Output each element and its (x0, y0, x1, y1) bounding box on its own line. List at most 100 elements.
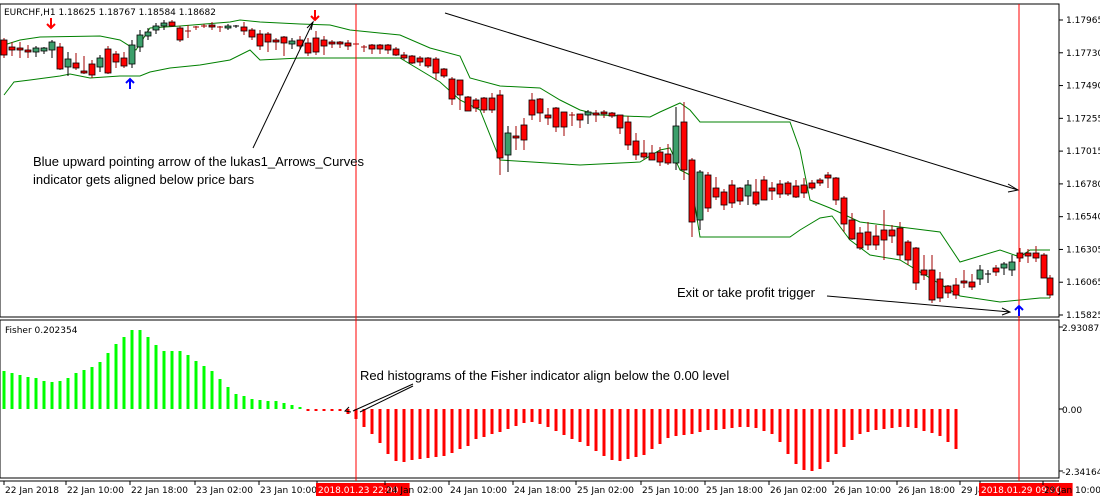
histogram-bar (818, 409, 822, 469)
candle (632, 133, 640, 160)
fisher-note: Red histograms of the Fisher indicator a… (360, 368, 729, 383)
fisher-panel[interactable] (0, 319, 1060, 479)
histogram-bar (882, 409, 886, 429)
histogram-bar (458, 409, 462, 449)
price-tick-label: 1.17965 (1066, 16, 1100, 26)
candle (936, 272, 944, 302)
histogram-bar (674, 409, 678, 436)
histogram-bar (146, 337, 150, 409)
histogram-bar (26, 377, 30, 409)
histogram-bar (794, 409, 798, 464)
candle (152, 23, 160, 34)
histogram-bar (466, 409, 470, 446)
histogram-bar (10, 373, 14, 409)
histogram-bar (906, 409, 910, 427)
candle (552, 107, 560, 132)
histogram-bar (2, 371, 6, 409)
histogram-bar (402, 409, 406, 462)
histogram-bar (626, 409, 630, 459)
histogram-bar (770, 409, 774, 434)
candle (336, 41, 344, 48)
price-tick-label: 1.16780 (1066, 180, 1100, 190)
histogram-bar (482, 409, 486, 437)
candle (176, 26, 184, 42)
histogram-bar (826, 409, 830, 462)
up-arrow-icon (1014, 304, 1024, 316)
histogram-bar (450, 409, 454, 453)
histogram-bar (218, 379, 222, 409)
histogram-bar (226, 387, 230, 409)
candle (464, 96, 472, 112)
candle (696, 170, 704, 230)
candle (728, 180, 736, 208)
time-tick-label: 25 Jan 10:00 (642, 486, 699, 496)
histogram-bar (90, 367, 94, 409)
histogram-bar (154, 345, 158, 409)
histogram-bar (594, 409, 598, 451)
candle (672, 107, 680, 170)
candle (912, 247, 920, 290)
histogram-bar (554, 409, 558, 431)
candle (520, 118, 528, 150)
candle (760, 176, 768, 201)
histogram-bar (474, 409, 478, 439)
histogram-bar (306, 409, 310, 411)
histogram-bar (498, 409, 502, 432)
histogram-bar (938, 409, 942, 436)
time-tick-label: 29 Jan (961, 486, 989, 496)
candle (904, 240, 912, 265)
histogram-bar (866, 409, 870, 432)
candle (600, 110, 608, 118)
lukas-curves-bands (3, 19, 1050, 303)
fisher-arrowhead-icon (343, 406, 352, 413)
candle (848, 213, 856, 240)
histogram-bar (18, 375, 22, 409)
time-tick-label: 29 Jan 10:00 (1044, 486, 1100, 496)
candle (280, 36, 288, 56)
candle (0, 38, 8, 58)
time-highlight (979, 483, 1073, 496)
histogram-bar (914, 409, 918, 428)
histogram-bar (698, 409, 702, 432)
candle (168, 20, 176, 27)
histogram-bar (690, 409, 694, 434)
candle (80, 56, 88, 74)
candle (648, 145, 656, 161)
candle (1000, 262, 1008, 275)
fisher-axis[interactable]: 2.930875 0.00 -2.341649 (1059, 324, 1100, 478)
candle (736, 187, 744, 205)
histogram-bar (178, 351, 182, 409)
trendline[interactable] (444, 12, 1019, 191)
time-tick-label: 26 Jan 18:00 (898, 486, 955, 496)
price-tick-label: 1.16305 (1066, 245, 1100, 255)
exit-note: Exit or take profit trigger (677, 285, 816, 300)
candle (744, 180, 752, 205)
histogram-bar (586, 409, 590, 446)
candle (480, 97, 488, 113)
histogram-bar (74, 373, 78, 409)
signal-arrows (46, 10, 1024, 316)
histogram-bar (98, 362, 102, 409)
price-panel[interactable] (0, 3, 1060, 318)
candle (112, 51, 120, 68)
candle (896, 222, 904, 260)
histogram-bar (242, 396, 246, 409)
candle (8, 42, 16, 56)
fisher-pointer-line-2 (359, 385, 414, 413)
time-axis[interactable]: 22 Jan 2018 22 Jan 10:00 22 Jan 18:00 23 Ja… (3, 481, 1100, 496)
pointer-arrowhead-icon (306, 20, 314, 31)
histogram-bar (122, 337, 126, 409)
histogram-bar (530, 409, 534, 422)
histogram-bar (802, 409, 806, 470)
candle (584, 110, 592, 124)
time-tick-label: 23 Jan 10:00 (260, 486, 317, 496)
candle (608, 112, 616, 118)
candle (408, 55, 416, 64)
price-axis[interactable]: 1.17965 1.17730 1.17490 1.17255 1.17015 1.167… (1059, 16, 1100, 321)
time-tick-label: 22 Jan 2018 (5, 486, 59, 496)
histogram-bar (810, 409, 814, 471)
candle (392, 47, 400, 56)
price-tick-label: 1.15825 (1066, 311, 1100, 321)
histogram-bar (634, 409, 638, 457)
